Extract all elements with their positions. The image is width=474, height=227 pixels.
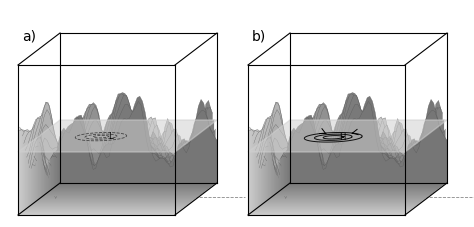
- Polygon shape: [263, 124, 419, 204]
- Polygon shape: [21, 117, 178, 213]
- Polygon shape: [46, 103, 202, 194]
- Text: L: L: [108, 132, 113, 141]
- Polygon shape: [278, 120, 436, 192]
- Polygon shape: [19, 120, 176, 214]
- Polygon shape: [47, 106, 204, 193]
- Polygon shape: [248, 183, 447, 215]
- Polygon shape: [36, 141, 192, 202]
- Polygon shape: [270, 118, 427, 198]
- Polygon shape: [254, 122, 411, 211]
- Polygon shape: [277, 106, 434, 193]
- Polygon shape: [48, 120, 205, 192]
- Polygon shape: [34, 138, 191, 203]
- Polygon shape: [57, 95, 214, 185]
- Polygon shape: [275, 103, 432, 194]
- Polygon shape: [51, 104, 208, 190]
- Polygon shape: [287, 95, 444, 185]
- Text: b): b): [252, 30, 266, 44]
- Polygon shape: [261, 110, 418, 205]
- Polygon shape: [54, 94, 211, 188]
- Polygon shape: [61, 186, 184, 209]
- Polygon shape: [29, 102, 187, 206]
- Polygon shape: [273, 107, 429, 196]
- Polygon shape: [248, 120, 447, 152]
- Text: H: H: [339, 133, 346, 142]
- Polygon shape: [60, 96, 217, 183]
- Polygon shape: [283, 96, 440, 188]
- Polygon shape: [257, 107, 414, 208]
- Polygon shape: [286, 92, 443, 186]
- Polygon shape: [44, 104, 201, 195]
- Polygon shape: [289, 101, 446, 184]
- Polygon shape: [263, 184, 411, 211]
- Polygon shape: [274, 104, 431, 195]
- Polygon shape: [55, 92, 213, 186]
- Polygon shape: [53, 96, 210, 188]
- Polygon shape: [25, 118, 182, 210]
- Polygon shape: [31, 110, 188, 205]
- Polygon shape: [85, 191, 165, 205]
- Polygon shape: [260, 102, 417, 206]
- Polygon shape: [248, 130, 405, 215]
- Polygon shape: [290, 96, 447, 183]
- Polygon shape: [43, 107, 200, 196]
- Polygon shape: [18, 130, 175, 215]
- Polygon shape: [284, 94, 441, 188]
- Polygon shape: [40, 118, 197, 198]
- Polygon shape: [27, 107, 184, 208]
- Polygon shape: [280, 117, 437, 191]
- Polygon shape: [24, 122, 181, 211]
- Polygon shape: [258, 102, 415, 207]
- Polygon shape: [268, 123, 425, 200]
- Polygon shape: [59, 101, 216, 184]
- Polygon shape: [271, 112, 428, 197]
- Polygon shape: [18, 183, 217, 215]
- Polygon shape: [28, 102, 185, 207]
- Polygon shape: [281, 104, 438, 190]
- Polygon shape: [18, 120, 217, 152]
- Text: H: H: [381, 205, 387, 214]
- Polygon shape: [37, 132, 194, 201]
- Polygon shape: [22, 118, 179, 212]
- Polygon shape: [50, 117, 207, 191]
- Text: H: H: [138, 192, 145, 202]
- Polygon shape: [38, 123, 195, 200]
- Text: a): a): [22, 30, 36, 44]
- Polygon shape: [252, 118, 410, 212]
- Polygon shape: [41, 112, 198, 197]
- Polygon shape: [298, 188, 388, 205]
- Polygon shape: [267, 132, 424, 201]
- Polygon shape: [249, 120, 406, 214]
- Polygon shape: [265, 141, 422, 202]
- Polygon shape: [33, 124, 190, 204]
- Polygon shape: [251, 117, 408, 213]
- Polygon shape: [255, 118, 412, 210]
- Polygon shape: [264, 138, 421, 203]
